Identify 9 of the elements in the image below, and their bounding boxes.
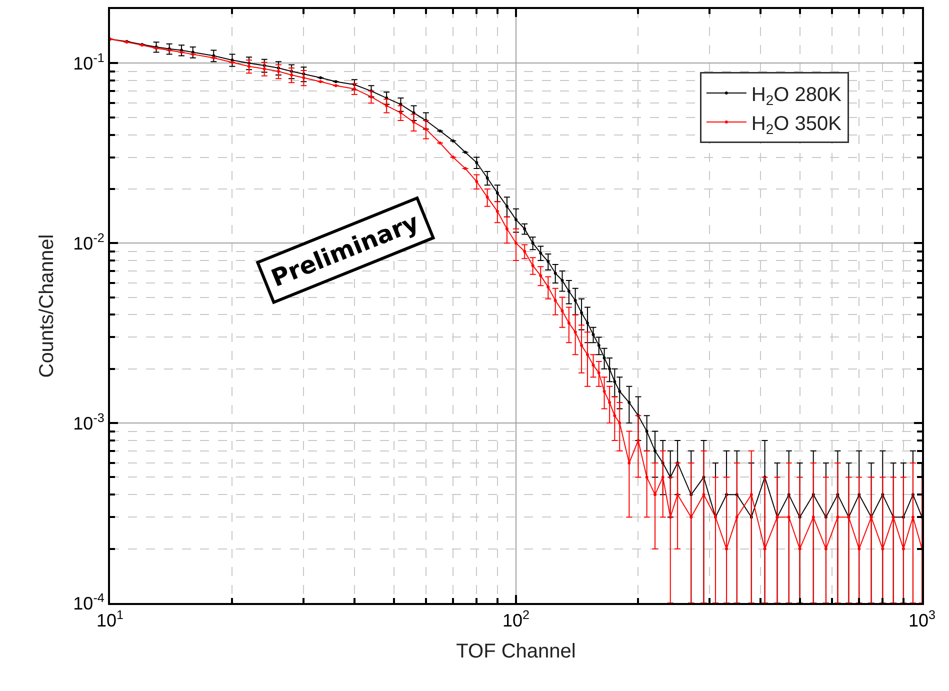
y-tick-label: 10$^{-1}$ (73, 50, 104, 74)
y-tick-label: 10$^{-2}$ (73, 230, 104, 254)
legend-label: H$_{2}$O 350K (751, 112, 842, 137)
x-axis-title: TOF Channel (456, 640, 576, 663)
y-tick-label: 10$^{-3}$ (73, 410, 104, 434)
y-axis-title: Counts/Channel (36, 234, 58, 378)
legend-label: H$_{2}$O 280K (751, 84, 842, 108)
x-tick-label: 10$^{3}$ (908, 608, 936, 631)
x-tick-label: 10$^{2}$ (502, 608, 530, 631)
